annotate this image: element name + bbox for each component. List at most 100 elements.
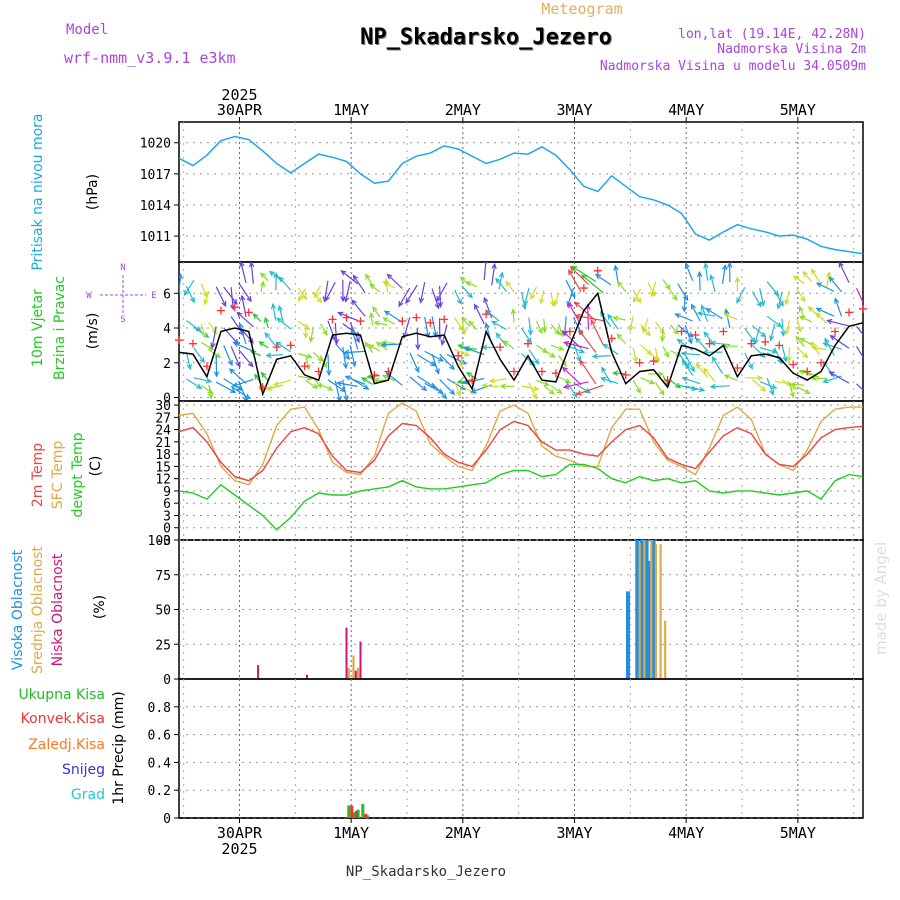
wind-arrow: [416, 375, 436, 388]
wind-arrow-head: [380, 340, 387, 346]
wind-arrow: [796, 288, 806, 302]
wind-arrow-head: [612, 315, 619, 322]
high-cloud-bar: [635, 540, 640, 679]
wind-arrow-head: [635, 387, 641, 394]
wind-arrow: [661, 329, 664, 341]
wind-arrow-head: [632, 356, 639, 364]
wind-arrow-head: [554, 329, 560, 336]
mid-cloud-bar: [643, 540, 646, 679]
wind-arrow-head: [636, 297, 642, 304]
mid-cloud-bar: [659, 544, 662, 679]
wind-arrow-head: [810, 375, 817, 382]
wind-arrow: [208, 384, 212, 399]
wind-arrow: [345, 375, 366, 385]
bottom-day-label: 5MAY: [780, 824, 816, 842]
y-tick-label: 100: [148, 534, 171, 549]
wind-arrow: [543, 385, 555, 395]
wind-arrow: [439, 353, 455, 370]
wind-arrow: [682, 377, 701, 385]
y-tick-label: 0.2: [148, 784, 171, 799]
wind-arrow: [342, 346, 347, 368]
wind-arrow: [521, 327, 532, 343]
wind-arrow-head: [521, 303, 527, 311]
wind-arrow-head: [510, 308, 517, 315]
wind-arrow: [683, 292, 686, 312]
mid-cloud-bar: [638, 542, 641, 679]
gust-marker: [440, 315, 449, 324]
gust-marker: [621, 370, 630, 379]
wind-arrow: [183, 279, 195, 296]
wind-arrow: [704, 263, 709, 281]
wind-arrow-head: [437, 388, 444, 394]
y-tick-label: 18: [155, 448, 171, 463]
wind-arrow: [568, 269, 582, 293]
wind-arrow-head: [734, 276, 741, 283]
wind-arrow: [223, 286, 238, 305]
wind-arrow-head: [684, 262, 690, 269]
wind-arrow-head: [811, 345, 818, 351]
wind-arrow: [685, 385, 704, 391]
wind-arrow-head: [539, 298, 545, 305]
wind-arrow: [669, 289, 678, 301]
wind-arrow-head: [343, 395, 349, 401]
wind-arrow: [575, 314, 604, 322]
cloud-units-group: (%): [92, 595, 108, 619]
wind-arrow: [710, 275, 716, 293]
wind-arrows: [179, 262, 872, 401]
wind-arrow-head: [611, 370, 619, 377]
temp-ylabel-dewpt: dewpt Temp: [70, 432, 86, 517]
wind-arrow: [564, 341, 589, 350]
altitude-label: Nadmorska Visina 2m: [717, 42, 866, 57]
wind-arrow-head: [867, 339, 872, 344]
wind-arrow-head: [760, 331, 767, 338]
top-year-label: 2025: [221, 86, 257, 104]
wind-arrow-head: [351, 360, 357, 368]
wind-arrow-head: [333, 338, 340, 345]
wind-arrow-head: [825, 271, 832, 278]
wind-arrow-head: [578, 329, 584, 336]
wind-arrow: [838, 262, 850, 283]
temp-ylabel-sfc: SFC Temp: [50, 441, 66, 510]
wind-arrow: [590, 319, 604, 346]
wind-arrow: [754, 326, 761, 344]
wind-arrow-head: [457, 344, 464, 350]
gust-marker: [579, 284, 588, 293]
wind-arrow: [453, 289, 462, 304]
wind-arrow: [829, 371, 850, 384]
wind-arrow-head: [350, 327, 356, 335]
wind-arrow: [571, 265, 597, 283]
wind-arrow: [381, 343, 403, 346]
wind-arrow: [601, 377, 619, 385]
wind-arrow-head: [231, 382, 239, 388]
wind-arrow: [816, 307, 835, 317]
gust-marker: [859, 304, 867, 313]
wind-arrow-head: [248, 262, 255, 268]
wind-arrow: [491, 320, 507, 331]
total-precip-bar: [347, 805, 351, 818]
wind-arrow-head: [483, 296, 489, 303]
gust-marker: [356, 317, 365, 326]
mid-cloud-bar: [664, 620, 667, 679]
wind-arrow-head: [680, 350, 687, 357]
wind-arrow-head: [533, 358, 540, 365]
wind-arrow-head: [248, 337, 254, 344]
wind-arrow: [305, 379, 318, 389]
wind-arrow-head: [418, 297, 425, 304]
wind-arrow: [495, 278, 508, 292]
gust-marker: [314, 367, 323, 376]
wind-arrow-head: [327, 385, 334, 391]
wind-arrow-head: [203, 299, 209, 306]
wind-arrow: [856, 326, 863, 336]
wind-arrow-head: [786, 356, 792, 363]
wind-arrow: [345, 280, 351, 302]
low-cloud-bar: [257, 665, 260, 679]
wind-arrow-head: [498, 271, 505, 278]
wind-arrow: [297, 352, 312, 358]
wind-arrow-head: [645, 330, 651, 337]
wind-arrow: [365, 274, 374, 286]
gust-marker: [468, 376, 477, 385]
wind-arrow-head: [594, 273, 602, 280]
wind-arrow-head: [824, 337, 830, 344]
wind-arrow: [424, 350, 444, 362]
wind-arrow-head: [326, 370, 332, 377]
